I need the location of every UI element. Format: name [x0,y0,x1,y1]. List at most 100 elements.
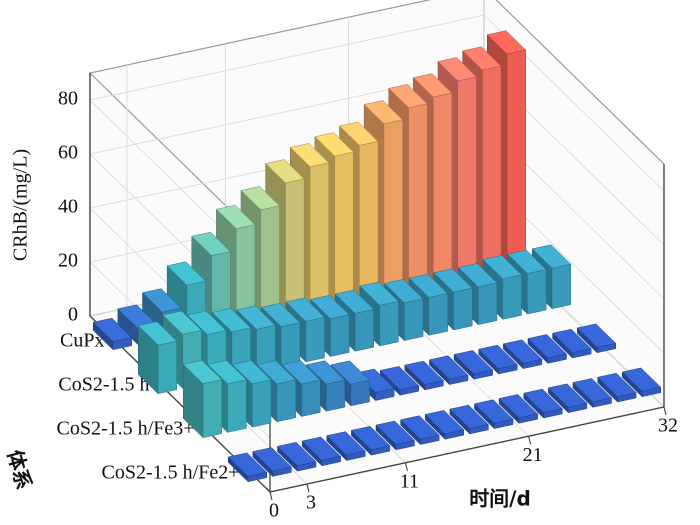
bar-top [412,73,453,98]
bar-front [227,379,247,433]
bar-top [305,360,346,385]
bar-front [359,141,379,297]
bar-top [330,360,371,385]
bar-top [363,100,404,125]
bar [182,360,223,439]
bar-top [285,297,326,322]
bar [547,383,588,414]
bar-top [301,436,342,461]
bar-top [457,263,498,288]
bar-front [354,309,375,352]
bar-front [305,316,325,363]
bar-front [325,379,346,412]
bar-top [507,249,547,274]
bar [424,410,465,440]
y-tick-label: 20 [58,250,78,272]
bar-front [276,379,296,423]
bar-top [404,360,444,385]
bar [523,388,563,419]
bar-top [576,323,617,348]
bar-top [326,431,366,456]
bar [404,360,444,391]
x-tick [404,462,408,471]
bar-top [186,310,227,335]
bar-top [502,339,543,364]
row-label: CoS2-1.5 h [58,374,149,396]
bar-front [453,287,473,331]
bar-top [375,420,416,445]
grid-line [88,14,665,277]
bar-front [408,103,428,287]
bar-front [527,269,547,315]
bar-front [252,379,272,428]
box-edge [269,406,665,493]
bar-top [141,288,182,313]
bar-top [388,84,428,109]
bar-top [621,367,662,392]
bar [498,394,539,424]
x-tick-label: 32 [658,415,678,437]
bar [502,339,543,370]
bar [552,328,592,359]
grid-line [88,68,665,331]
y-tick-label: 80 [58,88,78,110]
bar-top [379,366,420,391]
bar-front [309,162,330,308]
bar-top [182,360,223,384]
bar-top [265,159,305,184]
bar [621,367,662,398]
bar-top [424,410,465,435]
bar-top [260,302,301,327]
bar-top [227,452,268,477]
bar-front [477,282,498,325]
bar-front [202,379,223,439]
bar-top [314,132,354,157]
bar [453,350,494,380]
bar-front [432,92,453,281]
x-tick-label: 0 [269,500,279,522]
bar [428,355,469,386]
bar [572,378,613,408]
bar-top [166,261,207,286]
y-tick-label: 60 [58,142,78,164]
bar-top [527,334,568,359]
bar-top [252,447,292,472]
bar [527,334,568,364]
bar [276,442,317,472]
x-tick-label: 21 [523,444,543,466]
x-tick-label: 3 [306,492,316,514]
bar-top [191,231,231,256]
bar-top [92,317,133,342]
x-tick-label: 11 [400,470,419,492]
y-tick-label: 40 [58,196,78,218]
row-label: CoS2-1.5 h/Fe3+ [57,418,195,440]
bar-front [551,263,572,310]
bar [301,436,342,467]
bar [252,447,292,477]
bar [92,317,133,351]
bar-top [408,273,449,298]
bar-top [281,360,321,385]
bar-top [462,46,502,71]
bar-top [547,383,588,408]
x-tick [269,491,273,501]
bar-top [211,308,252,333]
bar-top [289,143,330,168]
x-tick [528,436,532,445]
bar [597,372,637,403]
bar-front [260,205,280,319]
y-tick-label: 0 [68,304,78,326]
bar-top [473,399,514,424]
bar-top [437,57,478,82]
bar-front [482,65,502,271]
bar [400,415,440,446]
bar-top [552,328,592,353]
bar-front [502,274,522,320]
bar [326,431,366,462]
bar-top [531,244,572,269]
bar-top [482,255,523,280]
bar-top [276,442,317,466]
bar [350,426,391,456]
bar-front [334,151,354,303]
